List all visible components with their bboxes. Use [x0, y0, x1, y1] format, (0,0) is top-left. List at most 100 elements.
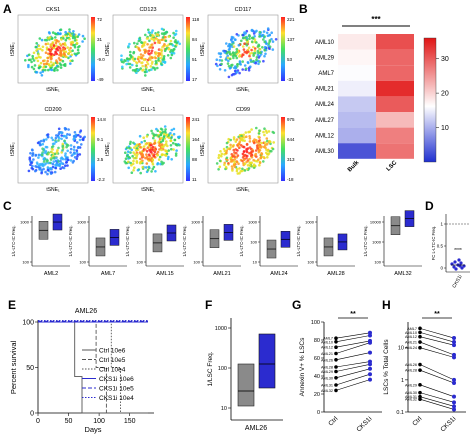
tsne-point: [72, 145, 76, 149]
tsne-point: [41, 142, 45, 146]
tsne-point: [146, 37, 150, 40]
tsne-point: [253, 47, 257, 50]
tsne-point: [266, 156, 269, 159]
tsne-point: [49, 158, 53, 161]
tsne-point: [249, 58, 252, 62]
tsne-point: [156, 150, 160, 154]
heatmap-cell: [376, 80, 414, 97]
tsne-point: [263, 40, 267, 44]
tsne-point: [262, 160, 265, 163]
tsne-point: [45, 138, 48, 141]
tsne-point: [142, 58, 146, 62]
tsne-point: [42, 157, 46, 161]
x-tick-label: Ctrl: [327, 415, 339, 427]
tsne-point: [31, 164, 34, 168]
y-axis-label: 1/L-LTC-IC Freq.: [182, 225, 187, 256]
tsne-point: [174, 154, 178, 157]
tsne-point: [155, 61, 158, 65]
y-tick-label: 100: [136, 260, 143, 265]
tsne-point: [58, 42, 62, 46]
tsne-point: [246, 61, 250, 65]
tsne-point: [135, 160, 139, 163]
tsne-point: [258, 161, 262, 164]
tsne-point: [160, 49, 163, 52]
tsne-point: [235, 33, 239, 36]
tsne-point: [143, 139, 146, 143]
tsne-point: [128, 42, 131, 46]
tsne-point: [236, 154, 240, 157]
tsne-point: [255, 29, 258, 33]
tsne-point: [245, 29, 249, 33]
tsne-point: [163, 134, 166, 138]
tsne-point: [159, 60, 162, 63]
x-tick-label: CKS1i: [355, 415, 373, 433]
tsne-point: [153, 41, 157, 45]
tsne-point: [123, 59, 126, 62]
tsne-point: [147, 31, 151, 34]
tsne-point: [156, 66, 159, 70]
tsne-point: [145, 66, 148, 69]
tsne-point: [161, 139, 165, 142]
tsne-point: [69, 144, 73, 147]
tsne-point: [31, 167, 35, 171]
tsne-x-label: tSNE₁: [236, 87, 250, 93]
tsne-point: [261, 46, 264, 49]
tsne-point: [72, 148, 76, 151]
tsne-point: [246, 164, 250, 167]
tsne-colorbar-tick: 137: [287, 37, 295, 42]
tsne-point: [59, 66, 63, 69]
legend-label: Ctrl 10e5: [99, 357, 126, 364]
tsne-point: [141, 165, 144, 169]
tsne-x-label: tSNE₁: [46, 187, 60, 193]
legend-label: CKS1i 10e4: [99, 395, 134, 402]
tsne-point: [128, 142, 132, 146]
tsne-point: [64, 128, 67, 131]
cks1i-point: [368, 377, 372, 382]
tsne-point: [54, 32, 58, 36]
tsne-point: [47, 68, 50, 72]
heatmap-cell: [338, 65, 376, 81]
tsne-point: [159, 56, 163, 60]
tsne-point: [135, 61, 138, 64]
paired-line: [419, 364, 455, 381]
tsne-point: [73, 43, 76, 47]
tsne-point: [272, 131, 276, 135]
tsne-point: [230, 153, 234, 156]
tsne-plot-frame: [17, 114, 89, 184]
tsne-point: [230, 165, 234, 168]
tsne-point: [37, 55, 41, 59]
tsne-point: [64, 30, 67, 34]
tsne-point: [54, 50, 57, 54]
tsne-point: [152, 154, 155, 158]
cks1i-point: [452, 340, 456, 345]
sample-label: AML7: [323, 337, 333, 341]
tsne-point: [270, 149, 273, 153]
sample-label: AML29: [405, 383, 417, 387]
tsne-plot: CD123 118 84 51 17 tSNE₁ tSNE₂: [105, 7, 200, 93]
tsne-point: [231, 40, 234, 44]
heatmap-cell: [338, 34, 376, 50]
tsne-point: [37, 44, 41, 48]
tsne-point: [127, 45, 130, 48]
tsne-colorbar-tick: -2.2: [97, 177, 105, 182]
tsne-point: [147, 49, 151, 53]
tsne-point: [245, 156, 248, 160]
tsne-point: [172, 52, 176, 55]
tsne-point: [130, 163, 133, 167]
y-tick-label: 0: [30, 411, 34, 418]
tsne-point: [169, 131, 172, 135]
tsne-point: [256, 53, 260, 57]
cks1i-point: [368, 362, 372, 367]
tsne-point: [217, 52, 221, 55]
tsne-point: [245, 44, 249, 47]
tsne-point: [59, 28, 63, 32]
heatmap-cell: [376, 112, 414, 128]
tsne-point: [162, 132, 166, 136]
tsne-point: [44, 170, 47, 174]
tsne-point: [226, 56, 230, 60]
tsne-colorbar-tick: -49: [97, 77, 104, 82]
ctrl-point: [334, 351, 338, 356]
tsne-point: [160, 54, 164, 57]
tsne-point: [75, 42, 79, 45]
